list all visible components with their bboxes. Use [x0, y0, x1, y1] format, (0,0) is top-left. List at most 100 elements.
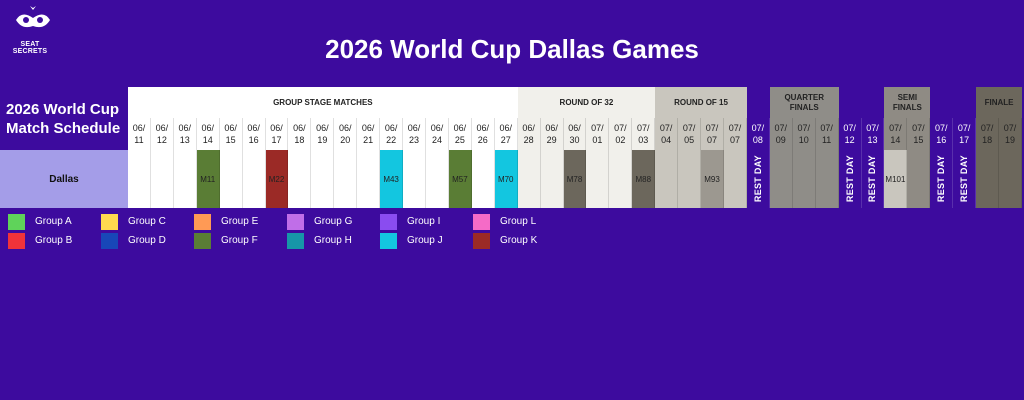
- date-day: 03: [638, 135, 649, 145]
- day-cell: [815, 150, 839, 208]
- date-cell: 06/23: [403, 118, 426, 150]
- date-day: 01: [592, 135, 603, 145]
- date-cell: 07/11: [815, 118, 839, 150]
- rest-day-label: REST DAY: [959, 155, 970, 203]
- date-day: 16: [936, 135, 947, 145]
- date-day: 17: [271, 135, 282, 145]
- day-cell: [471, 150, 495, 208]
- legend-label: Group A: [35, 216, 72, 227]
- date-month: 07/: [957, 123, 971, 133]
- date-month: 06/: [522, 123, 535, 133]
- date-month: 07/: [935, 123, 948, 133]
- date-month: 07/: [889, 123, 902, 133]
- day-cell: [242, 150, 266, 208]
- date-month: 06/: [270, 123, 283, 133]
- date-cell: 07/18: [976, 118, 1000, 150]
- match-cell: M78: [563, 150, 587, 208]
- date-day: 25: [454, 135, 465, 145]
- date-month: 06/: [155, 123, 169, 133]
- date-month: 07/: [591, 123, 604, 133]
- match-label: M70: [497, 174, 514, 184]
- date-month: 06/: [247, 123, 260, 133]
- date-month: 06/: [132, 123, 146, 133]
- section-name: SEMI FINALS: [892, 92, 922, 112]
- day-cell: [311, 150, 335, 208]
- date-month: 07/: [659, 123, 673, 133]
- match-cell: M88: [632, 150, 656, 208]
- date-month: 06/: [499, 123, 512, 133]
- day-cell: [907, 150, 931, 208]
- rest-day-label: REST DAY: [752, 155, 763, 203]
- date-month: 07/: [980, 123, 994, 133]
- date-day: 02: [615, 135, 626, 145]
- legend-label: Group K: [500, 235, 538, 246]
- legend-label: Group I: [407, 216, 441, 227]
- rest-day-label: REST DAY: [844, 155, 855, 203]
- day-cell: [357, 150, 381, 208]
- date-cell: 06/13: [173, 118, 197, 150]
- date-month: 06/: [224, 123, 237, 133]
- date-day: 12: [844, 135, 855, 145]
- section-header: GROUP STAGE MATCHES: [128, 87, 518, 118]
- section-header: ROUND OF 32: [517, 87, 656, 118]
- match-label: M22: [268, 174, 285, 184]
- date-month: 07/: [774, 123, 788, 133]
- date-month: 07/: [705, 123, 719, 133]
- legend-label: Group E: [221, 216, 259, 227]
- day-cell: [288, 150, 312, 208]
- date-day: 19: [317, 135, 328, 145]
- date-day: 04: [661, 135, 672, 145]
- day-cell: [173, 150, 197, 208]
- date-cell: 06/11: [128, 118, 151, 150]
- legend-swatch: [380, 214, 397, 230]
- legend-label: Group C: [128, 216, 166, 227]
- date-day: 08: [752, 135, 763, 145]
- date-cell: 07/08: [746, 118, 770, 150]
- section-header: SEMI FINALS: [884, 87, 931, 118]
- legend-label: Group H: [314, 235, 352, 246]
- date-day: 18: [294, 135, 305, 145]
- match-cell: M93: [701, 150, 724, 208]
- date-month: 06/: [384, 123, 398, 133]
- date-month: 07/: [843, 123, 856, 133]
- date-month: 07/: [820, 123, 833, 133]
- date-day: 27: [500, 135, 511, 145]
- legend-swatch: [380, 233, 397, 249]
- date-cell: 06/15: [219, 118, 243, 150]
- section-header: [838, 87, 885, 118]
- match-label: M101: [885, 174, 906, 184]
- date-month: 07/: [614, 123, 627, 133]
- date-day: 15: [913, 135, 924, 145]
- date-month: 07/: [728, 123, 742, 133]
- date-month: 06/: [361, 123, 375, 133]
- section-name: GROUP STAGE MATCHES: [273, 97, 373, 107]
- legend-swatch: [101, 233, 118, 249]
- date-day: 14: [202, 135, 213, 145]
- day-cell: REST DAY: [838, 150, 862, 208]
- legend-label: Group J: [407, 235, 443, 246]
- page-title: 2026 World Cup Dallas Games: [325, 34, 699, 64]
- legend-label: Group L: [500, 216, 537, 227]
- date-day: 17: [959, 135, 970, 145]
- date-cell: 07/12: [838, 118, 862, 150]
- legend-label: Group F: [221, 235, 258, 246]
- legend-swatch: [101, 214, 118, 230]
- match-label: M88: [635, 174, 652, 184]
- row-label: Dallas: [0, 150, 128, 208]
- day-cell: [724, 150, 747, 208]
- legend-label: Group D: [128, 235, 166, 246]
- day-cell: [334, 150, 358, 208]
- date-month: 06/: [201, 123, 214, 133]
- date-day: 16: [248, 135, 259, 145]
- date-cell: 06/27: [494, 118, 518, 150]
- rest-day-label: REST DAY: [936, 155, 947, 203]
- date-month: 06/: [568, 123, 581, 133]
- date-cell: 07/14: [884, 118, 908, 150]
- day-cell: [128, 150, 151, 208]
- section-header: [746, 87, 770, 118]
- legend-swatch: [287, 214, 304, 230]
- date-cell: 07/09: [769, 118, 793, 150]
- legend-swatch: [287, 233, 304, 249]
- date-day: 22: [386, 135, 397, 145]
- day-cell: REST DAY: [953, 150, 977, 208]
